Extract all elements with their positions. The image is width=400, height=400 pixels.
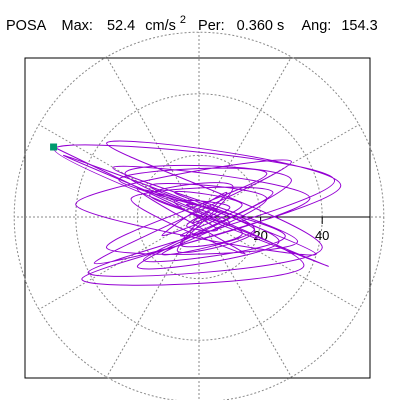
max-unit-exponent: 2 xyxy=(180,14,186,26)
x-axis: 20 40 xyxy=(199,216,370,243)
max-unit: cm/s xyxy=(145,18,176,34)
plot-frame xyxy=(24,57,371,379)
angle-value: 154.3 xyxy=(341,18,377,34)
max-label: Max: xyxy=(62,18,93,34)
period-label: Per: xyxy=(198,18,225,34)
max-marker-layer xyxy=(50,143,200,218)
grid-spoke-240 xyxy=(106,216,200,378)
angle-label: Ang: xyxy=(301,18,331,34)
chart-header: POSA Max: 52.4 cm/s 2 Per: 0.360 s Ang: … xyxy=(6,11,378,34)
max-vector-line xyxy=(53,146,200,218)
grid-spoke-60 xyxy=(198,56,292,218)
tick-label-40: 40 xyxy=(315,228,329,243)
grid-spoke-150 xyxy=(38,124,200,218)
max-marker xyxy=(50,143,58,151)
grid-spoke-120 xyxy=(106,56,200,218)
period-value: 0.360 s xyxy=(237,18,285,34)
grid-spoke-300 xyxy=(198,216,292,378)
svg-text:POSA Max: 52.4: POSA Max: 52.4 cm/s 2 Per: 0.360 s Ang: … xyxy=(6,11,378,34)
series-layer xyxy=(53,140,342,286)
station-name: POSA xyxy=(6,18,47,34)
max-value: 52.4 xyxy=(107,18,135,34)
series-trace-0 xyxy=(53,140,342,286)
